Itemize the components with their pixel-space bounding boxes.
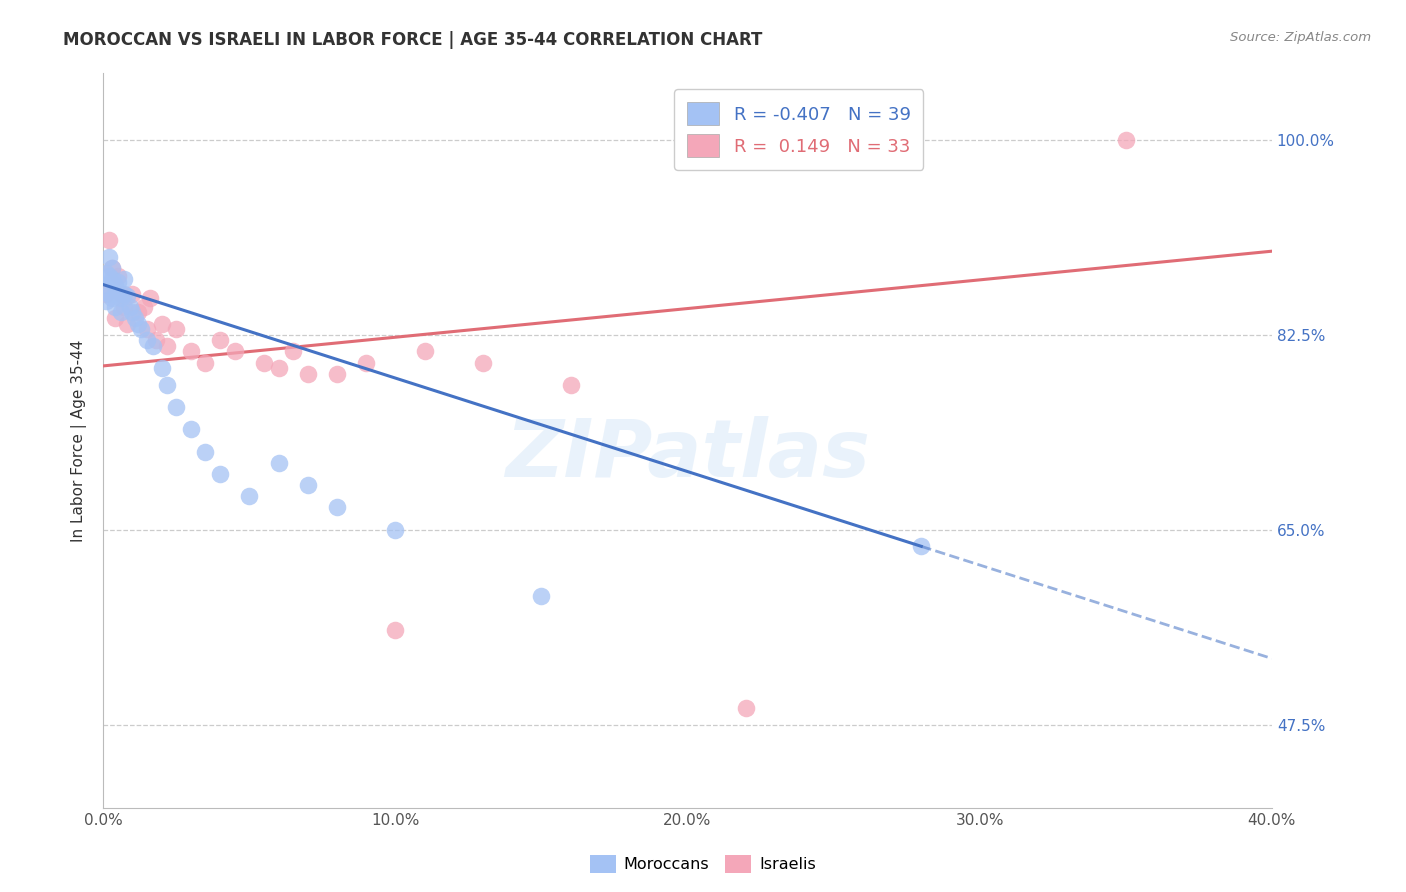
Point	[104, 280, 127, 294]
Point	[121, 286, 143, 301]
Point	[150, 317, 173, 331]
Point	[124, 311, 146, 326]
Point	[530, 590, 553, 604]
Point	[129, 322, 152, 336]
Point	[267, 456, 290, 470]
Point	[94, 286, 117, 301]
Point	[354, 355, 377, 369]
Point	[136, 333, 159, 347]
Point	[101, 260, 124, 275]
Point	[165, 400, 187, 414]
Point	[115, 317, 138, 331]
Point	[156, 339, 179, 353]
Point	[98, 286, 121, 301]
Point	[472, 355, 495, 369]
Legend: R = -0.407   N = 39, R =  0.149   N = 33: R = -0.407 N = 39, R = 0.149 N = 33	[673, 89, 924, 170]
Legend: Moroccans, Israelis: Moroccans, Israelis	[583, 848, 823, 880]
Y-axis label: In Labor Force | Age 35-44: In Labor Force | Age 35-44	[72, 339, 87, 541]
Point	[94, 277, 117, 292]
Point	[165, 322, 187, 336]
Point	[209, 467, 232, 481]
Text: Source: ZipAtlas.com: Source: ZipAtlas.com	[1230, 31, 1371, 45]
Point	[136, 322, 159, 336]
Point	[127, 317, 149, 331]
Point	[910, 539, 932, 553]
Point	[101, 272, 124, 286]
Point	[101, 291, 124, 305]
Point	[94, 294, 117, 309]
Point	[326, 367, 349, 381]
Point	[107, 276, 129, 290]
Point	[94, 267, 117, 281]
Point	[180, 344, 202, 359]
Point	[735, 701, 758, 715]
Point	[150, 361, 173, 376]
Point	[98, 250, 121, 264]
Point	[1115, 133, 1137, 147]
Point	[110, 291, 132, 305]
Point	[142, 339, 165, 353]
Text: ZIPatlas: ZIPatlas	[505, 417, 870, 494]
Point	[110, 305, 132, 319]
Point	[118, 300, 141, 314]
Point	[112, 286, 135, 301]
Point	[209, 333, 232, 347]
Point	[560, 377, 582, 392]
Point	[98, 268, 121, 283]
Point	[238, 489, 260, 503]
Point	[384, 623, 406, 637]
Point	[145, 333, 167, 347]
Point	[104, 311, 127, 326]
Point	[384, 523, 406, 537]
Point	[104, 277, 127, 292]
Point	[121, 305, 143, 319]
Point	[110, 286, 132, 301]
Point	[180, 422, 202, 436]
Point	[98, 233, 121, 247]
Point	[101, 260, 124, 275]
Point	[139, 291, 162, 305]
Point	[297, 478, 319, 492]
Point	[112, 272, 135, 286]
Point	[253, 355, 276, 369]
Point	[104, 300, 127, 314]
Point	[107, 268, 129, 283]
Point	[281, 344, 304, 359]
Point	[134, 300, 156, 314]
Point	[267, 361, 290, 376]
Point	[194, 444, 217, 458]
Point	[112, 300, 135, 314]
Point	[297, 367, 319, 381]
Point	[326, 500, 349, 515]
Point	[224, 344, 246, 359]
Point	[194, 355, 217, 369]
Point	[115, 289, 138, 303]
Point	[107, 286, 129, 301]
Text: MOROCCAN VS ISRAELI IN LABOR FORCE | AGE 35-44 CORRELATION CHART: MOROCCAN VS ISRAELI IN LABOR FORCE | AGE…	[63, 31, 762, 49]
Point	[156, 377, 179, 392]
Point	[127, 305, 149, 319]
Point	[413, 344, 436, 359]
